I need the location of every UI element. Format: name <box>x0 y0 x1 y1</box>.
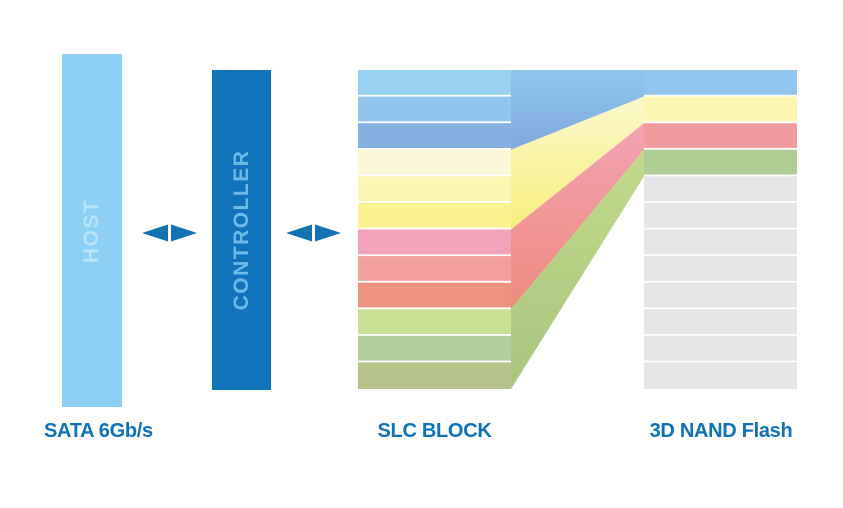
host-bar-label: HOST <box>80 198 103 263</box>
host-bar: HOST <box>62 54 122 407</box>
right-arrowhead-icon <box>171 224 197 242</box>
host-controller-bidirectional-arrow-icon <box>142 224 197 242</box>
nand-flash-caption: 3D NAND Flash <box>649 420 793 442</box>
controller-flash-bidirectional-arrow-icon <box>286 224 341 242</box>
controller-bar: CONTROLLER <box>212 70 271 390</box>
left-arrowhead-icon <box>286 224 312 242</box>
right-arrowhead-icon <box>315 224 341 242</box>
slc-block-caption: SLC BLOCK <box>377 420 492 442</box>
left-arrowhead-icon <box>142 224 168 242</box>
sata-speed-caption: SATA 6Gb/s <box>44 420 153 442</box>
controller-bar-label: CONTROLLER <box>229 149 253 311</box>
